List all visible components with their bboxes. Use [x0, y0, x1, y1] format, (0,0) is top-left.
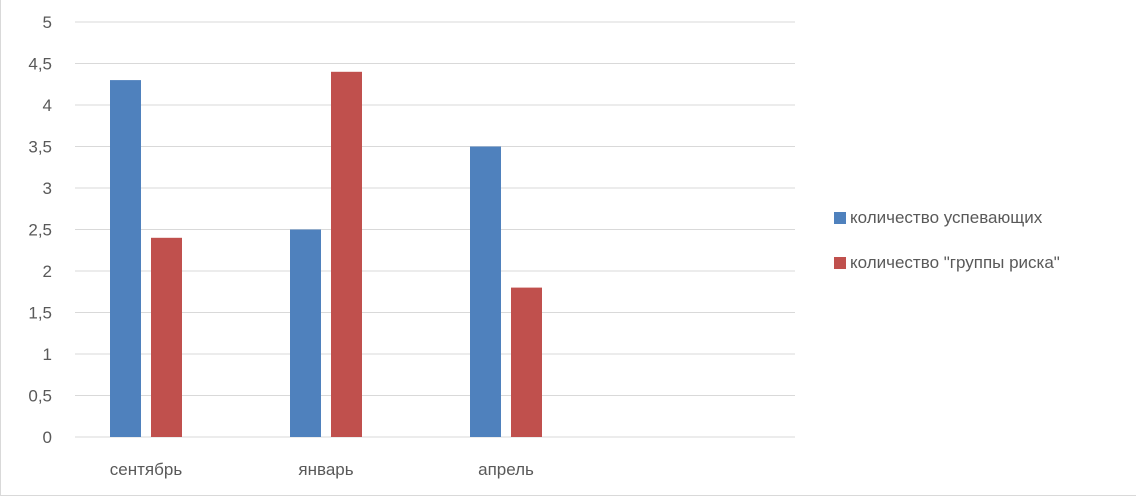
y-tick-label: 0,5	[28, 387, 52, 406]
bar-risk-group-2	[511, 287, 542, 437]
y-tick-label: 1,5	[28, 304, 52, 323]
bar-successful-2	[470, 146, 501, 437]
legend-label: количество успевающих	[850, 208, 1043, 227]
bar-successful-0	[110, 80, 141, 437]
x-category-label: январь	[298, 460, 353, 479]
y-tick-label: 3	[43, 179, 52, 198]
y-tick-label: 4,5	[28, 55, 52, 74]
bars	[110, 71, 542, 438]
legend-label: количество "группы риска"	[850, 253, 1060, 272]
y-tick-label: 2	[43, 262, 52, 281]
x-category-label: сентябрь	[110, 460, 183, 479]
y-tick-label: 0	[43, 428, 52, 447]
y-axis-tick-labels: 0 0,5 1 1,5 2 2,5 3 3,5 4 4,5 5	[28, 13, 52, 447]
y-tick-label: 5	[43, 13, 52, 32]
y-tick-label: 3,5	[28, 138, 52, 157]
bar-successful-1	[290, 229, 321, 437]
y-tick-label: 2,5	[28, 221, 52, 240]
y-tick-label: 4	[43, 96, 52, 115]
bar-risk-group-0	[151, 237, 182, 437]
gridlines	[75, 21, 795, 438]
legend-swatch	[834, 257, 846, 269]
y-tick-label: 1	[43, 345, 52, 364]
legend-swatch	[834, 212, 846, 224]
bar-risk-group-1	[331, 71, 362, 438]
legend: количество успевающих количество "группы …	[834, 208, 1060, 272]
x-axis-category-labels: сентябрь январь апрель	[110, 460, 534, 479]
x-category-label: апрель	[478, 460, 534, 479]
